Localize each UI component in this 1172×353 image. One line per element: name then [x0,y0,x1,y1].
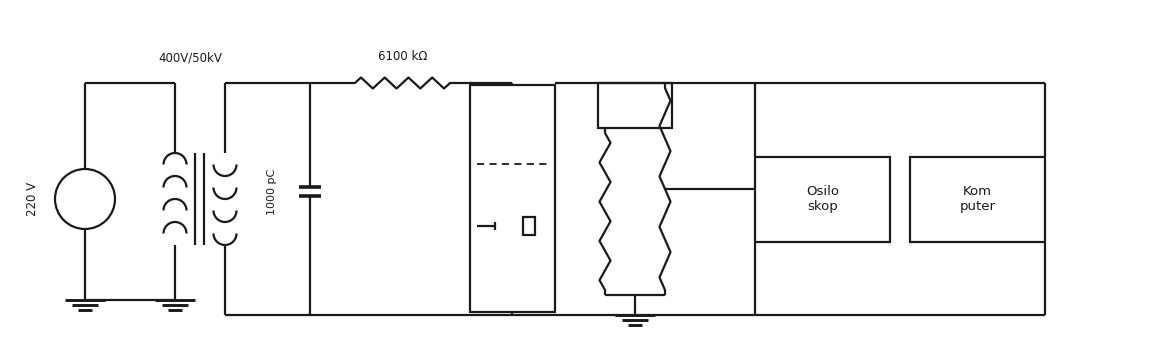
Text: 220 V: 220 V [27,182,40,216]
Text: 1000 pC: 1000 pC [267,168,277,215]
Text: Osilo
skop: Osilo skop [806,185,839,213]
FancyBboxPatch shape [909,156,1045,241]
Text: Kom
puter: Kom puter [960,185,995,213]
Text: 6100 kΩ: 6100 kΩ [377,50,428,63]
FancyBboxPatch shape [755,156,890,241]
Text: 400V/50kV: 400V/50kV [158,52,222,65]
